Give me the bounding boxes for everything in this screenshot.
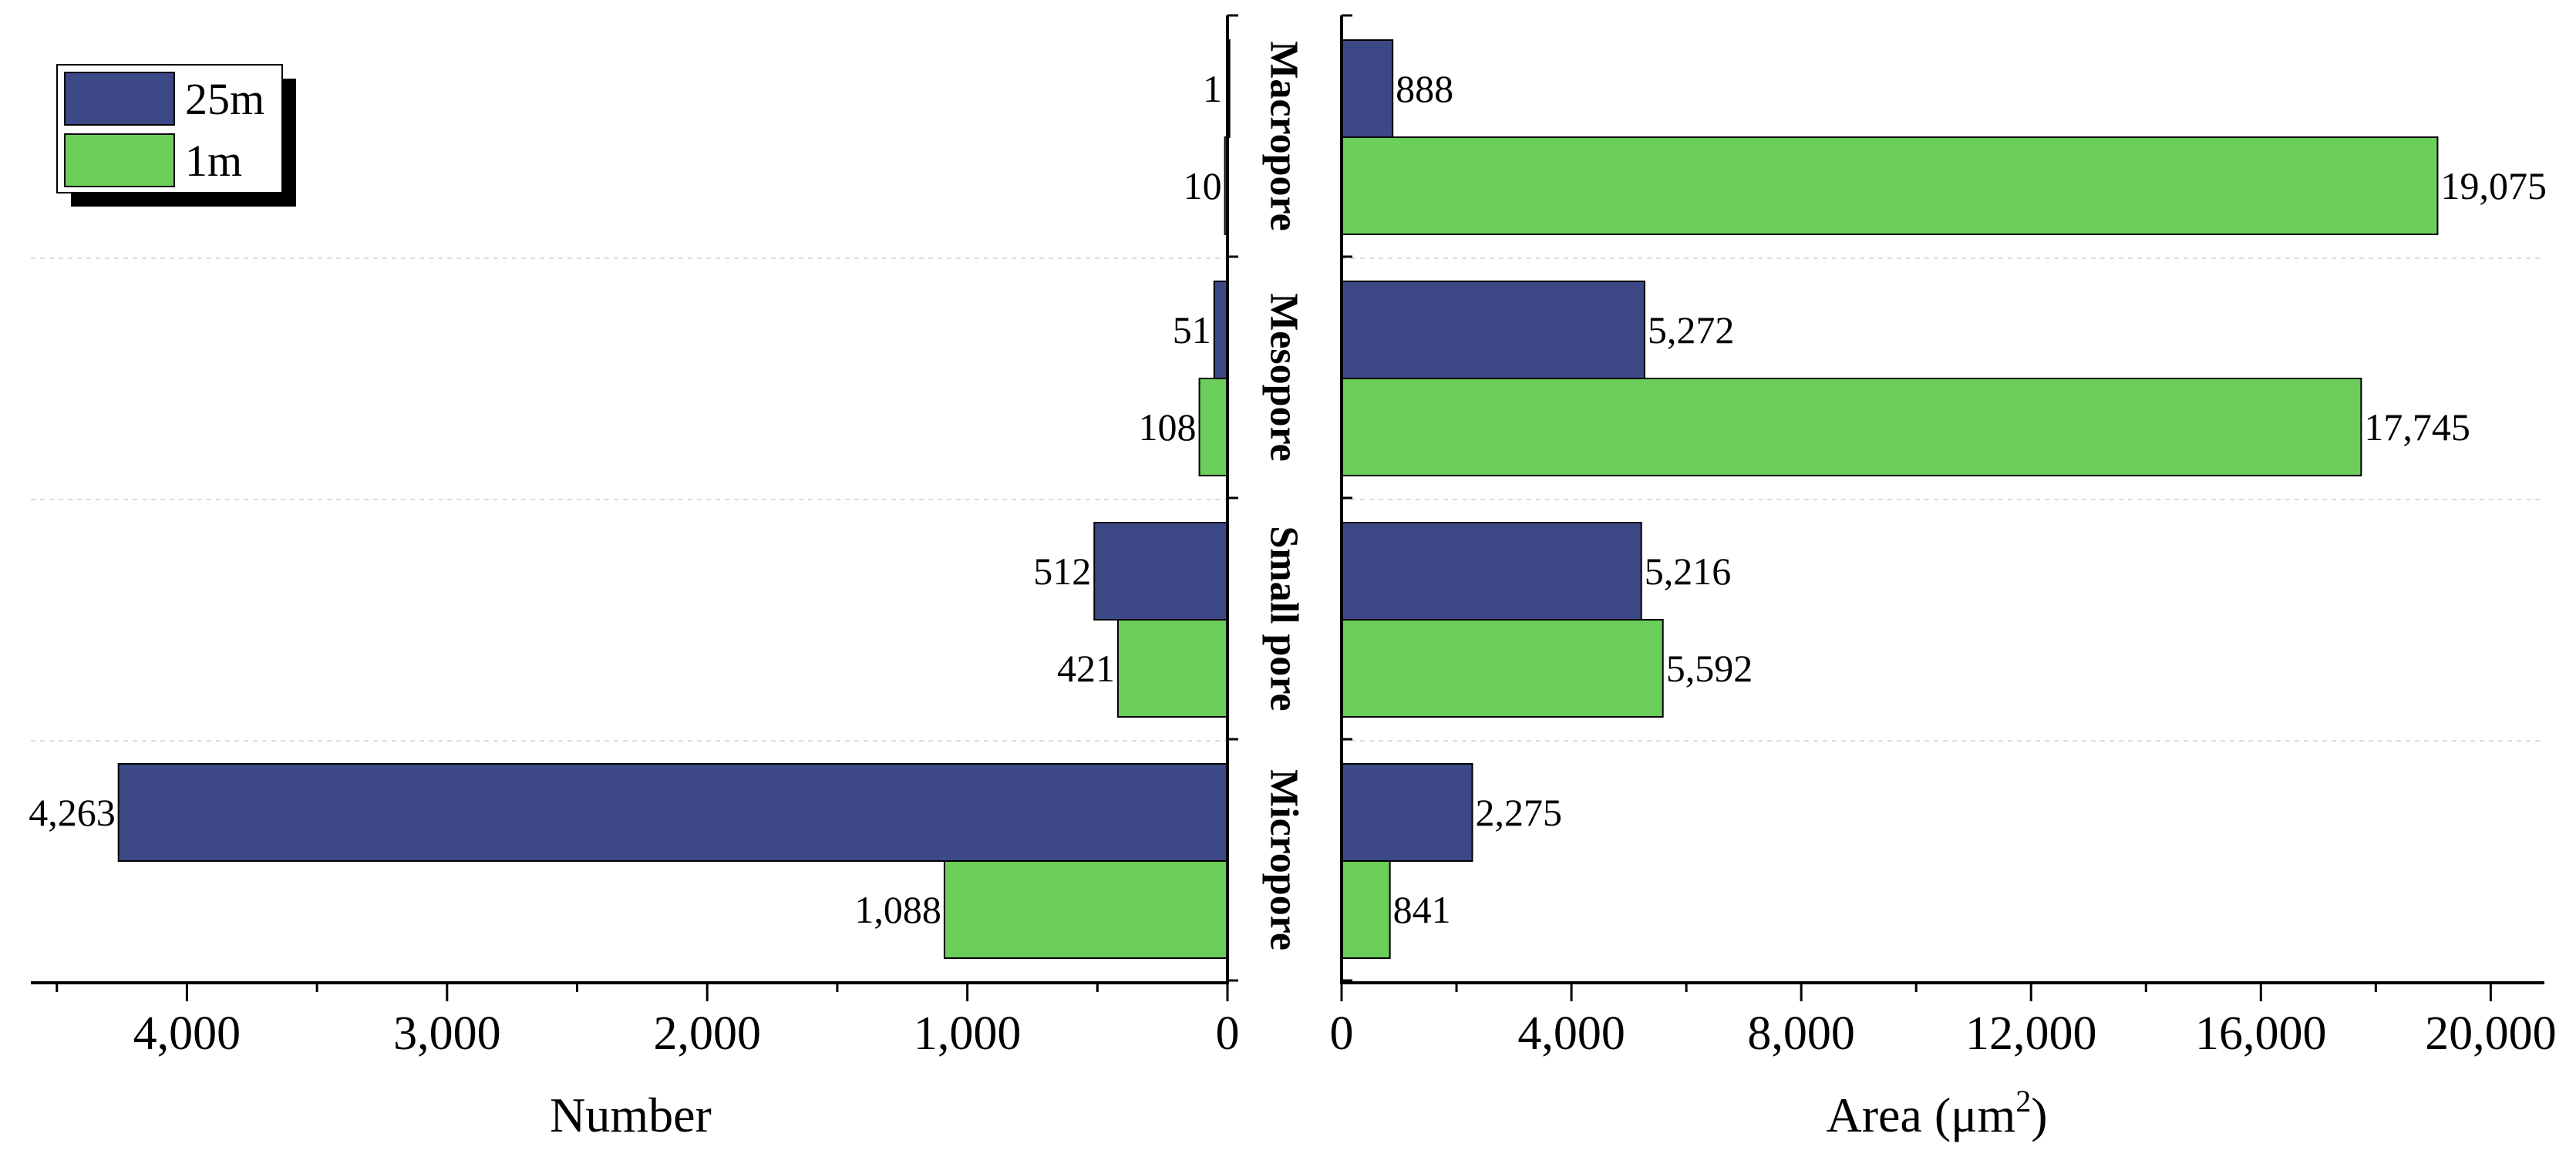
x-tick-label-area: 16,000 (2195, 1007, 2327, 1060)
axes-layer (31, 14, 2544, 1001)
value-label-area-macropore-25m: 888 (1396, 67, 1453, 110)
x-axis-title-area: Area (μm2) (1826, 1084, 2047, 1142)
value-label-area-small-pore-1m: 5,592 (1666, 647, 1753, 690)
value-label-number-mesopore-1m: 108 (1139, 405, 1197, 449)
legend-swatch-25m (64, 72, 175, 126)
x-tick-label-number: 4,000 (133, 1007, 241, 1060)
value-label-area-mesopore-25m: 5,272 (1648, 308, 1735, 351)
bars-layer (117, 39, 2439, 959)
bar-area-micropore-25m (1341, 763, 1473, 862)
grid-layer (31, 257, 2544, 742)
bar-number-mesopore-1m (1198, 378, 1229, 476)
value-label-number-micropore-25m: 4,263 (29, 791, 116, 834)
x-axis-title-area-sup: 2 (2015, 1084, 2031, 1118)
x-tick-label-area: 20,000 (2425, 1007, 2557, 1060)
value-label-area-micropore-25m: 2,275 (1476, 791, 1563, 834)
bar-number-small-pore-1m (1116, 619, 1228, 718)
legend-label-1m: 1m (185, 136, 242, 186)
value-label-number-mesopore-25m: 51 (1173, 308, 1211, 351)
x-axis-title-number: Number (550, 1088, 712, 1142)
x-axis-title-area-prefix: Area (μm (1826, 1088, 2015, 1142)
category-label-small-pore: Small pore (1262, 526, 1306, 711)
x-tick-label-area: 8,000 (1747, 1007, 1855, 1060)
bar-area-small-pore-25m (1341, 522, 1642, 621)
x-tick-label-area: 4,000 (1517, 1007, 1625, 1060)
labels-layer: 1 888 10 19,075 Macropore 51 5,272 108 17,745 Mes… (29, 41, 2556, 1060)
value-label-number-small-pore-1m: 421 (1057, 647, 1115, 690)
value-label-area-macropore-1m: 19,075 (2440, 164, 2547, 207)
value-label-area-micropore-1m: 841 (1393, 888, 1451, 931)
bar-area-macropore-25m (1341, 39, 1394, 138)
bar-area-mesopore-25m (1341, 281, 1645, 379)
value-label-number-micropore-1m: 1,088 (854, 888, 941, 931)
bar-number-mesopore-25m (1213, 281, 1229, 379)
category-label-macropore: Macropore (1262, 41, 1306, 230)
bar-area-small-pore-1m (1341, 619, 1664, 718)
bar-number-micropore-25m (117, 763, 1228, 862)
legend: 25m 1m (56, 64, 296, 207)
bar-area-micropore-1m (1341, 860, 1391, 959)
x-tick-label-number: 3,000 (393, 1007, 501, 1060)
value-label-number-small-pore-25m: 512 (1033, 550, 1091, 593)
x-tick-label-number: 0 (1216, 1007, 1240, 1060)
bar-area-mesopore-1m (1341, 378, 2362, 476)
value-label-number-macropore-25m: 1 (1203, 67, 1222, 110)
x-axis-title-area-suffix: ) (2031, 1088, 2047, 1142)
x-tick-label-area: 0 (1330, 1007, 1354, 1060)
category-label-micropore: Micropore (1262, 769, 1306, 950)
value-label-number-macropore-1m: 10 (1184, 164, 1222, 207)
bar-number-micropore-1m (943, 860, 1228, 959)
category-label-mesopore: Mesopore (1262, 293, 1306, 462)
bar-area-macropore-1m (1341, 136, 2439, 235)
x-tick-label-area: 12,000 (1965, 1007, 2097, 1060)
value-label-area-small-pore-25m: 5,216 (1645, 550, 1732, 593)
legend-label-25m: 25m (185, 74, 264, 124)
bar-number-small-pore-25m (1093, 522, 1228, 621)
value-label-area-mesopore-1m: 17,745 (2364, 405, 2470, 449)
x-tick-label-number: 2,000 (653, 1007, 761, 1060)
x-tick-label-number: 1,000 (914, 1007, 1022, 1060)
legend-swatch-1m (64, 133, 175, 187)
